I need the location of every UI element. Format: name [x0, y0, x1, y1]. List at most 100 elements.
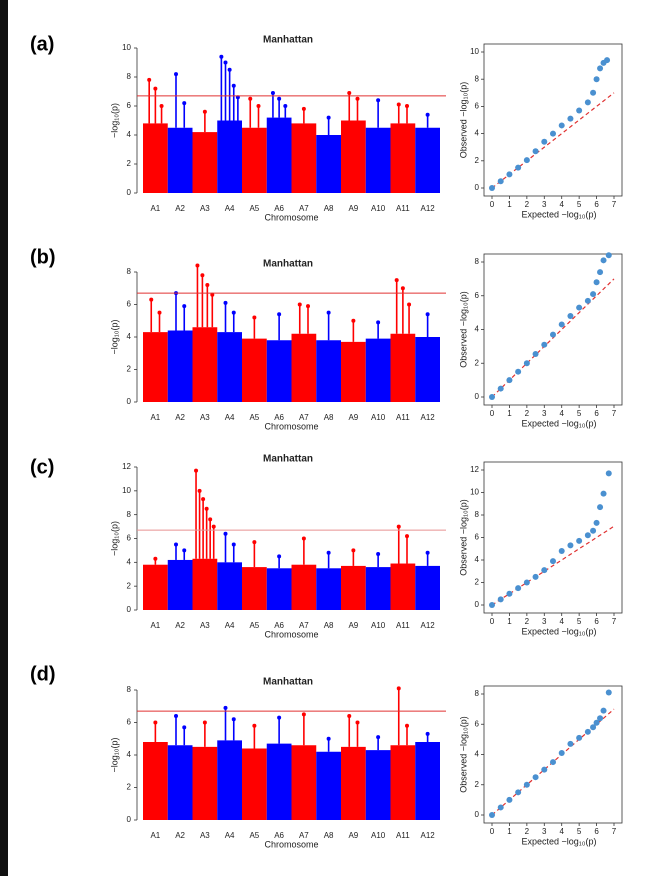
chart-title: Manhattan	[263, 677, 313, 688]
signal-band	[143, 742, 168, 820]
y-tick-label: 2	[127, 783, 132, 792]
signal-band	[266, 340, 292, 402]
qq-point	[497, 178, 504, 185]
x-tick-label: 6	[594, 827, 599, 836]
x-tick-label: 1	[507, 617, 512, 626]
peak-point	[376, 98, 381, 103]
signal-band	[316, 568, 341, 610]
y-tick-label: 2	[127, 365, 132, 374]
qq-point	[489, 394, 495, 400]
qq-point	[593, 279, 600, 286]
peak-point	[283, 104, 288, 108]
peak-point	[400, 286, 405, 291]
peak-point	[205, 283, 210, 287]
x-tick-label: 4	[559, 827, 564, 836]
y-tick-label: 2	[475, 780, 480, 789]
y-axis-label: −log₁₀(p)	[109, 319, 119, 354]
peak-point	[326, 115, 331, 120]
peak-point	[182, 725, 187, 730]
chart-title: Manhattan	[263, 259, 313, 270]
signal-band	[365, 127, 391, 193]
y-tick-label: 0	[475, 392, 480, 401]
qq-point	[515, 164, 522, 171]
y-axis-label: −log₁₀(p)	[109, 737, 119, 772]
x-tick-label: A4	[225, 621, 235, 630]
peak-point	[405, 534, 409, 539]
peak-point	[219, 54, 224, 59]
qq-point	[597, 269, 604, 276]
y-tick-label: 10	[470, 47, 479, 56]
y-tick-label: 6	[475, 719, 480, 728]
qq-point	[523, 157, 530, 164]
qq-point	[515, 368, 522, 375]
qq-point	[523, 360, 530, 367]
y-tick-label: 2	[475, 578, 480, 587]
expected-line	[491, 92, 615, 189]
x-tick-label: 3	[542, 617, 547, 626]
y-tick-label: 12	[122, 462, 131, 471]
qq-point	[600, 257, 607, 264]
peak-point	[326, 736, 331, 741]
x-tick-label: A8	[324, 413, 334, 422]
peak-point	[376, 320, 381, 325]
y-tick-label: 6	[475, 102, 480, 111]
peak-point	[405, 104, 409, 108]
qq-point	[576, 734, 583, 741]
signal-band	[242, 338, 267, 402]
x-tick-label: 6	[594, 200, 599, 209]
x-tick-label: A11	[396, 621, 410, 630]
signal-band	[217, 120, 242, 193]
y-tick-label: 4	[127, 130, 132, 139]
peak-point	[182, 548, 187, 553]
left-strip	[0, 0, 8, 876]
x-tick-label: 2	[525, 409, 530, 418]
x-axis-label: Expected −log₁₀(p)	[521, 209, 596, 219]
x-tick-label: 0	[490, 409, 495, 418]
qq-point	[605, 470, 612, 477]
plot-frame	[483, 43, 623, 197]
y-axis-label: Observed −log₁₀(p)	[458, 499, 468, 576]
peak-point	[277, 554, 282, 559]
peak-point	[147, 77, 152, 82]
signal-band	[365, 567, 391, 610]
signal-band	[192, 746, 218, 820]
qq-point	[558, 749, 565, 756]
qq-point	[600, 707, 607, 714]
x-tick-label: A3	[200, 621, 210, 630]
peak-point	[355, 96, 360, 101]
signal-band	[316, 751, 341, 820]
x-tick-label: A3	[200, 831, 210, 840]
y-tick-label: 4	[475, 555, 480, 564]
x-axis-label: Chromosome	[264, 629, 318, 639]
y-tick-label: 0	[475, 810, 480, 819]
x-axis-label: Chromosome	[264, 212, 318, 222]
qq-point	[532, 774, 539, 781]
x-tick-label: A4	[225, 831, 235, 840]
qq-point	[550, 331, 556, 338]
peak-point	[202, 720, 207, 725]
x-tick-label: A12	[421, 621, 436, 630]
y-tick-label: 0	[127, 397, 132, 406]
y-tick-label: 10	[470, 488, 479, 497]
qq-point	[590, 724, 597, 731]
qq-point	[550, 130, 556, 137]
signal-band	[167, 330, 193, 402]
y-tick-label: 12	[470, 465, 479, 474]
qq-point	[584, 532, 591, 539]
x-tick-label: A3	[200, 413, 210, 422]
signal-band	[341, 341, 366, 402]
peak-point	[223, 300, 228, 305]
x-tick-label: A1	[150, 831, 160, 840]
peak-point	[182, 304, 187, 309]
y-tick-label: 0	[127, 188, 132, 197]
peak-point	[210, 292, 215, 297]
x-tick-label: A8	[324, 204, 334, 213]
qq-point	[584, 297, 591, 304]
x-tick-label: A2	[175, 831, 185, 840]
y-tick-label: 6	[127, 101, 132, 110]
peak-point	[149, 297, 154, 302]
y-axis-label: −log₁₀(p)	[109, 521, 119, 556]
qq-point	[590, 291, 597, 298]
signal-band	[390, 123, 416, 193]
